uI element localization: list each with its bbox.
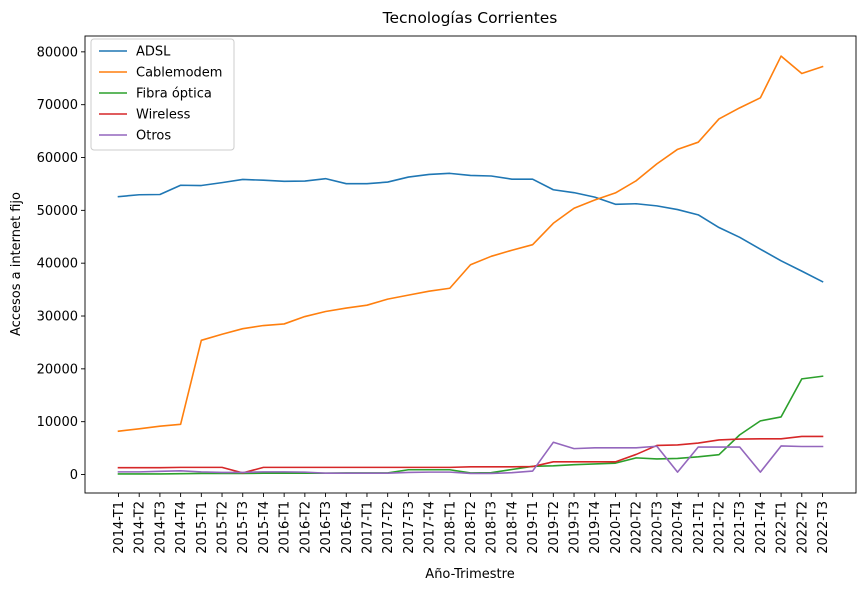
- y-tick-label: 50000: [37, 204, 78, 219]
- y-axis-title: Accesos a internet fijo: [9, 192, 24, 336]
- x-axis-title: Año-Trimestre: [425, 567, 514, 582]
- series-line-4: [117, 441, 824, 475]
- x-tick-label: 2015-T2: [216, 501, 231, 554]
- x-tick-label: 2022-T2: [795, 501, 810, 554]
- series-line-3: [117, 435, 824, 474]
- x-tick-label: 2017-T2: [381, 501, 396, 554]
- legend: ADSL Cablemodem Fibra óptica Wireless Otros: [90, 38, 235, 151]
- legend-box: [90, 38, 235, 151]
- series-line-1: [117, 55, 824, 433]
- x-tick-label: 2016-T2: [298, 501, 313, 554]
- x-tick-label: 2015-T4: [257, 501, 272, 554]
- x-tick-label: 2015-T1: [195, 501, 210, 554]
- x-tick-label: 2019-T2: [547, 501, 562, 554]
- x-tick-label: 2014-T1: [112, 501, 127, 554]
- x-tick-label: 2020-T2: [630, 501, 645, 554]
- x-tick-label: 2016-T1: [278, 501, 293, 554]
- x-tick-label: 2020-T3: [650, 501, 665, 554]
- legend-label: ADSL: [136, 45, 171, 60]
- plot-area: 0 10000 20000 30000 40000 50000 60000 70000 8000…: [37, 35, 857, 554]
- x-tick-label: 2018-T4: [505, 501, 520, 554]
- x-tick-label: 2019-T3: [568, 501, 583, 554]
- x-tick-label: 2019-T4: [588, 501, 603, 554]
- x-tick-label: 2021-T2: [712, 501, 727, 554]
- x-tick-label: 2017-T1: [360, 501, 375, 554]
- x-tick-label: 2014-T3: [153, 501, 168, 554]
- x-tick-label: 2015-T3: [236, 501, 251, 554]
- legend-label: Cablemodem: [136, 66, 222, 81]
- x-tick-label: 2021-T3: [733, 501, 748, 554]
- x-tick-label: 2022-T3: [816, 501, 831, 554]
- x-tick-label: 2022-T1: [775, 501, 790, 554]
- y-tick-label: 10000: [37, 415, 78, 430]
- x-tick-label: 2021-T1: [692, 501, 707, 554]
- y-tick-label: 20000: [37, 362, 78, 377]
- x-tick-label: 2014-T2: [133, 501, 148, 554]
- x-tick-label: 2014-T4: [174, 501, 189, 554]
- x-tick-label: 2018-T3: [485, 501, 500, 554]
- x-tick-label: 2019-T1: [526, 501, 541, 554]
- x-tick-label: 2018-T1: [443, 501, 458, 554]
- x-tick-label: 2021-T4: [754, 501, 769, 554]
- chart-title: Tecnologías Corrientes: [382, 9, 558, 27]
- y-tick-label: 30000: [37, 310, 78, 325]
- y-tick-label: 70000: [37, 98, 78, 113]
- x-tick-label: 2017-T3: [402, 501, 417, 554]
- x-tick-label: 2016-T3: [319, 501, 334, 554]
- y-tick-label: 60000: [37, 151, 78, 166]
- x-tick-label: 2016-T4: [340, 501, 355, 554]
- series-line-0: [117, 172, 824, 283]
- x-tick-label: 2018-T2: [464, 501, 479, 554]
- legend-label: Fibra óptica: [136, 87, 212, 102]
- y-tick-label: 40000: [37, 257, 78, 272]
- x-tick-label: 2017-T4: [423, 501, 438, 554]
- legend-label: Otros: [136, 129, 171, 144]
- legend-label: Wireless: [136, 108, 191, 123]
- x-tick-label: 2020-T4: [671, 501, 686, 554]
- x-tick-label: 2020-T1: [609, 501, 624, 554]
- y-tick-label: 80000: [37, 45, 78, 60]
- y-tick-label: 0: [70, 468, 78, 483]
